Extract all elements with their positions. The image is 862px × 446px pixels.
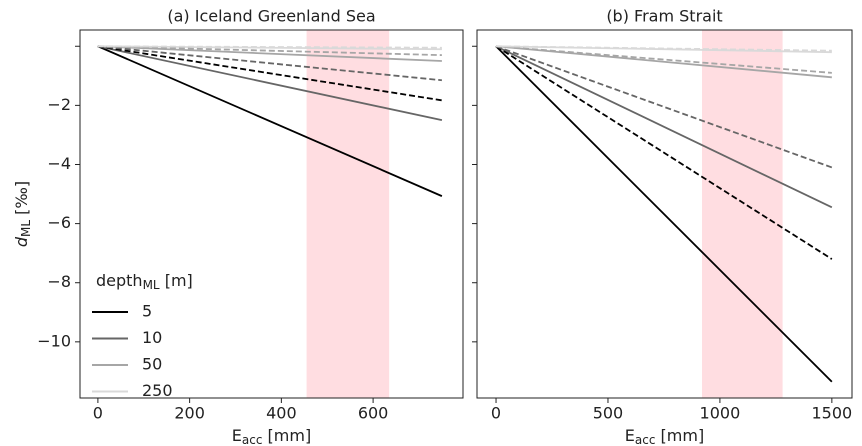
series-line [97,45,443,122]
y-tick-label: −8 [47,272,71,291]
series-line [97,45,443,197]
plot-area [97,30,443,398]
x-tick-label: 200 [174,404,205,423]
label-main: depth [96,271,143,290]
y-tick-label: −6 [47,213,71,232]
label-main: E [232,426,242,445]
label-sub: ML [143,278,160,292]
plot-area [495,30,833,398]
x-tick-label: 400 [266,404,297,423]
series-line [495,45,833,383]
axis-label: dML [‰] [12,181,33,247]
label-main: d [12,236,31,247]
series-line [496,45,832,52]
x-tick-label: 1500 [811,404,852,423]
series-line [495,45,833,209]
legend-title: depthML [m] [96,271,193,292]
axis-label: Eacc [mm] [625,426,704,446]
shaded-range [702,30,783,398]
legend-label: 50 [142,355,162,374]
legend-label: 5 [142,302,152,321]
legend-label: 250 [142,381,173,400]
label-unit: [‰] [12,181,31,220]
x-tick-label: 0 [93,404,103,423]
series-line [495,45,833,169]
y-tick-label: −10 [37,331,71,350]
series-line [495,45,832,74]
x-tick-label: 0 [491,404,501,423]
x-tick-label: 1000 [700,404,741,423]
axes-frame [79,29,464,399]
label-sub: acc [242,433,263,446]
series-line [97,45,442,62]
axis-label: Eacc [mm] [232,426,311,446]
label-sub: ML [19,220,33,237]
series-line [97,45,442,49]
x-tick-label: 600 [358,404,389,423]
series-line [97,45,442,57]
panel-title: (b) Fram Strait [606,7,722,26]
panel-title: (a) Iceland Greenland Sea [167,7,375,26]
series-line [97,45,442,82]
legend-label: 10 [142,328,162,347]
label-unit: [m] [160,271,193,290]
label-unit: [mm] [655,426,704,445]
y-tick-label: −2 [47,95,71,114]
series-line [495,45,833,260]
axes-frame [476,29,853,399]
label-unit: [mm] [262,426,311,445]
y-tick-label: −4 [47,154,71,173]
series-line [97,45,443,102]
label-main: E [625,426,635,445]
label-sub: acc [635,433,656,446]
shaded-range [306,30,390,398]
x-tick-label: 500 [593,404,624,423]
